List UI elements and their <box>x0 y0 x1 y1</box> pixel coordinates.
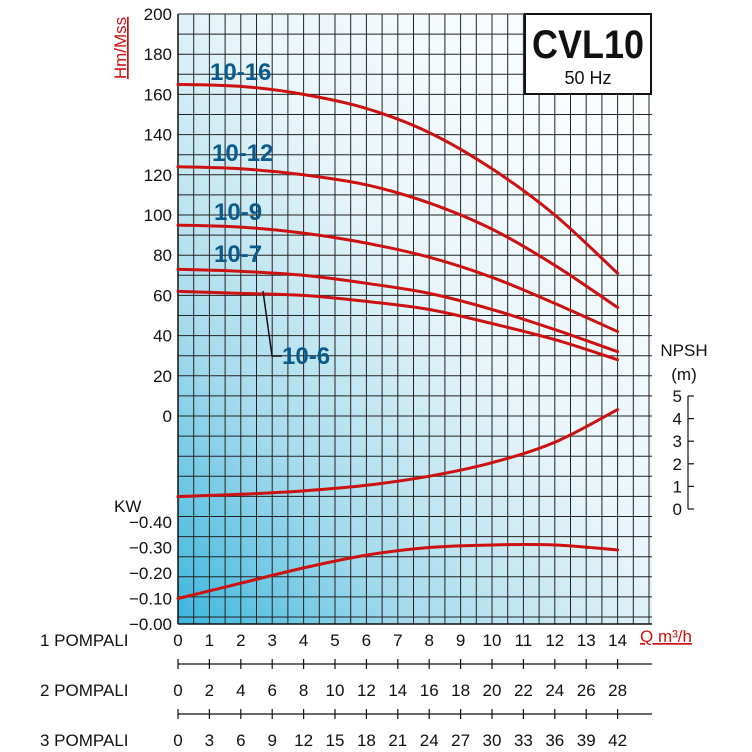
flow-axis-label: Q m³/h <box>640 627 692 646</box>
x-tick-label: 2 <box>236 631 245 650</box>
y-tick-label: 0 <box>163 407 172 426</box>
x-tick-label: 13 <box>577 631 596 650</box>
x-tick-label: 0 <box>173 681 182 700</box>
npsh-tick-label: 5 <box>673 387 682 406</box>
series-label-10-16: 10-16 <box>210 59 271 86</box>
x-tick-label: 16 <box>420 681 439 700</box>
y-tick-label: 20 <box>153 367 172 386</box>
x-tick-label: 20 <box>483 681 502 700</box>
x-tick-label: 28 <box>608 681 627 700</box>
x-tick-label: 21 <box>388 731 407 750</box>
curve-10-12 <box>176 165 620 309</box>
x-tick-label: 10 <box>326 681 345 700</box>
x-tick-label: 3 <box>205 731 214 750</box>
y-tick-label: 120 <box>144 166 172 185</box>
axis-label-3: 3 POMPALI <box>40 731 129 750</box>
npsh-tick-label: 1 <box>673 477 682 496</box>
curve-10-7 <box>176 267 620 354</box>
curve-10-9 <box>176 223 620 334</box>
x-tick-label: 0 <box>173 731 182 750</box>
kw-tick-label: −0.10 <box>129 590 172 609</box>
x-tick-label: 24 <box>545 681 564 700</box>
x-tick-label: 18 <box>451 681 470 700</box>
x-tick-label: 33 <box>514 731 533 750</box>
x-tick-label: 5 <box>330 631 339 650</box>
labels: 200180160140120100806040200−0.40−0.30−0.… <box>40 5 694 750</box>
x-tick-label: 12 <box>545 631 564 650</box>
x-tick-label: 6 <box>267 681 276 700</box>
x-tick-label: 11 <box>515 631 533 650</box>
x-tick-label: 0 <box>173 631 182 650</box>
x-tick-label: 2 <box>205 681 214 700</box>
curve-10-6 <box>176 289 620 362</box>
x-tick-label: 1 <box>205 631 214 650</box>
x-tick-label: 8 <box>424 631 433 650</box>
x-tick-label: 6 <box>362 631 371 650</box>
x-tick-label: 36 <box>545 731 564 750</box>
title-box <box>524 13 652 95</box>
npsh-unit: (m) <box>671 365 696 384</box>
y-tick-label: 180 <box>144 45 172 64</box>
x-tick-label: 24 <box>420 731 439 750</box>
x-tick-label: 39 <box>577 731 596 750</box>
x-tick-label: 12 <box>294 731 313 750</box>
x-tick-label: 10 <box>483 631 502 650</box>
y-tick-label: 160 <box>144 85 172 104</box>
kw-tick-label: −0.30 <box>129 539 172 558</box>
y-tick-label: 200 <box>144 5 172 24</box>
x-tick-label: 26 <box>577 681 596 700</box>
y-tick-label: 140 <box>144 126 172 145</box>
kw-tick-label: −0.20 <box>129 564 172 583</box>
npsh-label: NPSH <box>660 341 707 360</box>
y-axis-label: Hm/Mss <box>111 17 130 79</box>
series-label-10-7: 10-7 <box>214 241 262 268</box>
y-tick-label: 40 <box>153 327 172 346</box>
series-label-10-12: 10-12 <box>212 140 273 167</box>
x-tick-label: 12 <box>357 681 376 700</box>
npsh-tick-label: 4 <box>673 410 682 429</box>
y-tick-label: 60 <box>153 286 172 305</box>
kw-tick-label: −0.00 <box>129 615 172 634</box>
curve-npsh <box>176 408 620 499</box>
x-tick-label: 9 <box>456 631 465 650</box>
x-tick-label: 4 <box>236 681 245 700</box>
series-label-10-9: 10-9 <box>214 199 262 226</box>
chart-title: CVL10 <box>532 23 644 67</box>
x-tick-label: 6 <box>236 731 245 750</box>
x-tick-label: 7 <box>393 631 402 650</box>
axis-label-1: 1 POMPALI <box>40 631 129 650</box>
x-tick-label: 42 <box>608 731 627 750</box>
npsh-tick-label: 3 <box>673 432 682 451</box>
npsh-tick-label: 2 <box>673 455 682 474</box>
y-tick-label: 100 <box>144 206 172 225</box>
kw-label: KW <box>114 497 141 516</box>
x-tick-label: 4 <box>299 631 308 650</box>
series-label-10-6: 10-6 <box>282 343 330 370</box>
curve-power <box>176 542 620 600</box>
curve-10-16 <box>176 82 620 275</box>
x-tick-label: 8 <box>299 681 308 700</box>
x-tick-label: 15 <box>326 731 345 750</box>
x-tick-label: 22 <box>514 681 533 700</box>
axis-label-2: 2 POMPALI <box>40 681 129 700</box>
x-tick-label: 3 <box>267 631 276 650</box>
x-tick-label: 30 <box>483 731 502 750</box>
kw-tick-label: −0.40 <box>129 513 172 532</box>
chart-subtitle: 50 Hz <box>564 68 611 88</box>
npsh-tick-label: 0 <box>673 500 682 519</box>
x-tick-label: 14 <box>388 681 407 700</box>
y-tick-label: 80 <box>153 246 172 265</box>
x-tick-label: 18 <box>357 731 376 750</box>
x-tick-label: 27 <box>451 731 470 750</box>
x-tick-label: 9 <box>267 731 276 750</box>
curves <box>176 82 620 600</box>
series-label-leader <box>262 290 282 357</box>
x-tick-label: 14 <box>608 631 627 650</box>
plot-background <box>178 14 652 624</box>
grid <box>177 13 652 625</box>
